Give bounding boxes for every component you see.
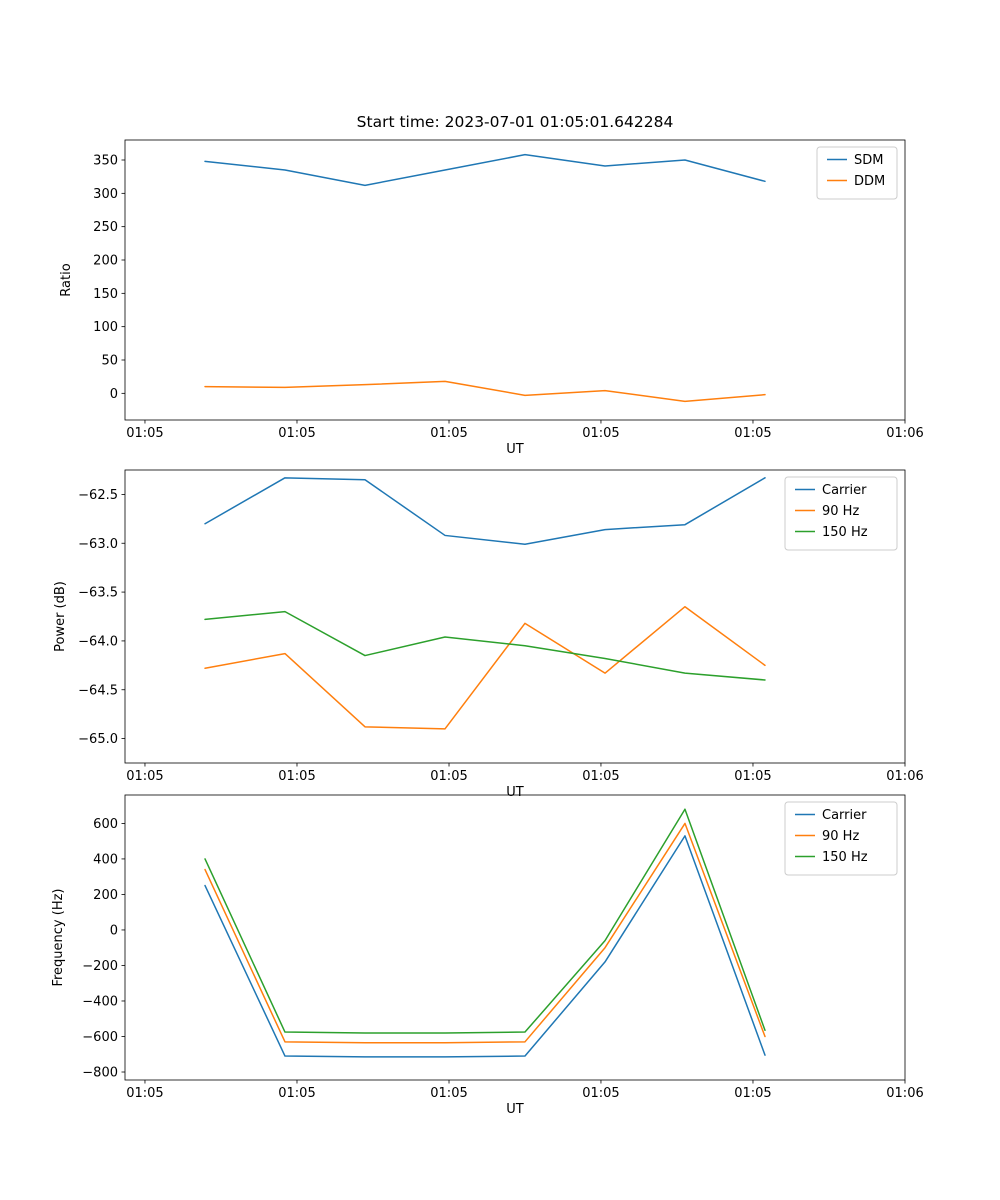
- x-axis-label: UT: [506, 442, 524, 457]
- y-tick-label: 0: [110, 923, 118, 938]
- y-tick-label: −600: [82, 1030, 118, 1045]
- y-tick-label: 400: [93, 852, 118, 867]
- legend-label: 90 Hz: [822, 504, 859, 519]
- x-axis-label: UT: [506, 785, 524, 800]
- power-chart-svg: −65.0−64.5−64.0−63.5−63.0−62.501:05 01:05…: [53, 469, 924, 800]
- y-axis-label: Frequency (Hz): [51, 888, 66, 986]
- y-tick-label: 200: [93, 254, 118, 269]
- x-tick-label: 01:05: [430, 1086, 467, 1101]
- y-axis: −800 −600 −400 −200 0 200 400 600: [82, 817, 125, 1081]
- legend-label: 150 Hz: [822, 850, 868, 865]
- legend-label: Carrier: [822, 483, 867, 498]
- series-150-hz: [204, 808, 766, 1034]
- x-tick-label: 01:05: [126, 426, 163, 441]
- x-tick-label: 01:05: [126, 1086, 163, 1101]
- frequency-subplot: −800 −600 −400 −200 0 200 400 600 01:05 01:05 01:0…: [0, 790, 1000, 1150]
- x-axis: 01:05 01:05 01:05 01:05 01:05 01:06: [126, 420, 924, 441]
- y-tick-label: −65.0: [78, 732, 118, 747]
- y-tick-label: −800: [82, 1066, 118, 1081]
- y-tick-label: −62.5: [78, 488, 118, 503]
- series-ddm: [204, 380, 766, 403]
- x-axis: 01:05 01:05 01:05 01:05 01:05 01:06: [126, 1080, 924, 1101]
- y-tick-label: 250: [93, 220, 118, 235]
- y-tick-label: 50: [101, 354, 118, 369]
- x-tick-label: 01:06: [886, 426, 923, 441]
- power-subplot: −65.0 −64.5 −64.0 −63.5 −63.0 −62.5 01:05 01:05…: [0, 460, 1000, 810]
- y-axis-label: Ratio: [59, 263, 74, 296]
- y-tick-label: 350: [93, 154, 118, 169]
- x-tick-label: 01:05: [582, 1086, 619, 1101]
- ratio-subplot: 0 50 100 150 200 250 300 350 01:05 01:05 01:05 01:0…: [0, 100, 1000, 460]
- y-tick-label: 200: [93, 888, 118, 903]
- legend: SDM DDM: [816, 146, 898, 200]
- series-carrier: [204, 477, 766, 545]
- plot-border: [124, 794, 906, 1081]
- x-tick-label: 01:06: [886, 1086, 923, 1101]
- legend-label: DDM: [854, 174, 885, 189]
- legend-label: 150 Hz: [822, 525, 868, 540]
- series-90-hz: [204, 822, 766, 1044]
- x-tick-label: 01:05: [582, 769, 619, 784]
- x-axis-label: UT: [506, 1102, 524, 1117]
- y-tick-label: −400: [82, 994, 118, 1009]
- legend-label: 90 Hz: [822, 829, 859, 844]
- x-tick-label: 01:05: [734, 769, 771, 784]
- y-tick-label: −64.0: [78, 634, 118, 649]
- y-tick-label: 600: [93, 817, 118, 832]
- y-axis-label: Power (dB): [53, 581, 68, 652]
- legend: Carrier 90 Hz 150 Hz: [784, 476, 898, 551]
- y-tick-label: −63.5: [78, 586, 118, 601]
- x-tick-label: 01:05: [278, 769, 315, 784]
- x-tick-label: 01:05: [278, 426, 315, 441]
- y-axis: −65.0 −64.5 −64.0 −63.5 −63.0 −62.5: [78, 488, 125, 747]
- series-90-hz: [204, 605, 766, 730]
- x-tick-label: 01:06: [886, 769, 923, 784]
- y-tick-label: −64.5: [78, 683, 118, 698]
- y-tick-label: 0: [110, 387, 118, 402]
- legend: Carrier 90 Hz 150 Hz: [784, 801, 898, 876]
- x-tick-label: 01:05: [126, 769, 163, 784]
- x-axis: 01:05 01:05 01:05 01:05 01:05 01:06: [126, 763, 924, 784]
- series-sdm: [204, 153, 766, 187]
- x-tick-label: 01:05: [278, 1086, 315, 1101]
- plot-border: [124, 139, 906, 421]
- x-tick-label: 01:05: [734, 1086, 771, 1101]
- plot-border: [124, 469, 906, 764]
- y-axis: 0 50 100 150 200 250 300 350: [93, 154, 125, 402]
- y-tick-label: 150: [93, 287, 118, 302]
- x-tick-label: 01:05: [430, 769, 467, 784]
- y-tick-label: 300: [93, 187, 118, 202]
- legend-label: Carrier: [822, 808, 867, 823]
- x-tick-label: 01:05: [734, 426, 771, 441]
- series-carrier: [204, 835, 766, 1058]
- legend-label: SDM: [854, 153, 883, 168]
- figure-title: Start time: 2023-07-01 01:05:01.642284: [356, 113, 674, 131]
- x-tick-label: 01:05: [430, 426, 467, 441]
- series-150-hz: [204, 610, 766, 681]
- x-tick-label: 01:05: [582, 426, 619, 441]
- y-tick-label: −200: [82, 959, 118, 974]
- y-tick-label: −63.0: [78, 537, 118, 552]
- y-tick-label: 100: [93, 320, 118, 335]
